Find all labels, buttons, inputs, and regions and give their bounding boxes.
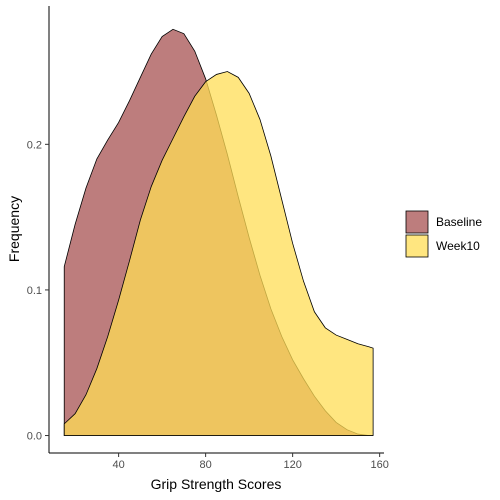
y-tick-label: 0.0 bbox=[27, 431, 42, 443]
y-tick-label: 0.2 bbox=[27, 139, 42, 151]
density-area-week10 bbox=[63, 71, 374, 436]
plot-area bbox=[63, 28, 374, 436]
y-tick-label: 0.1 bbox=[27, 285, 42, 297]
legend-label-baseline: Baseline bbox=[436, 215, 482, 229]
x-tick-label: 40 bbox=[112, 459, 124, 471]
y-ticks: 0.0 0.1 0.2 bbox=[27, 139, 49, 443]
x-axis-title: Grip Strength Scores bbox=[151, 476, 282, 492]
legend-key-baseline bbox=[405, 210, 429, 234]
legend-label-week10: Week10 bbox=[436, 239, 480, 253]
x-tick-label: 160 bbox=[370, 459, 388, 471]
y-axis-title: Frequency bbox=[6, 196, 22, 262]
x-ticks: 40 80 120 160 bbox=[112, 453, 389, 471]
x-tick-label: 80 bbox=[199, 459, 211, 471]
legend-key-week10 bbox=[405, 234, 429, 258]
legend: Baseline Week10 bbox=[405, 210, 482, 258]
x-tick-label: 120 bbox=[283, 459, 301, 471]
